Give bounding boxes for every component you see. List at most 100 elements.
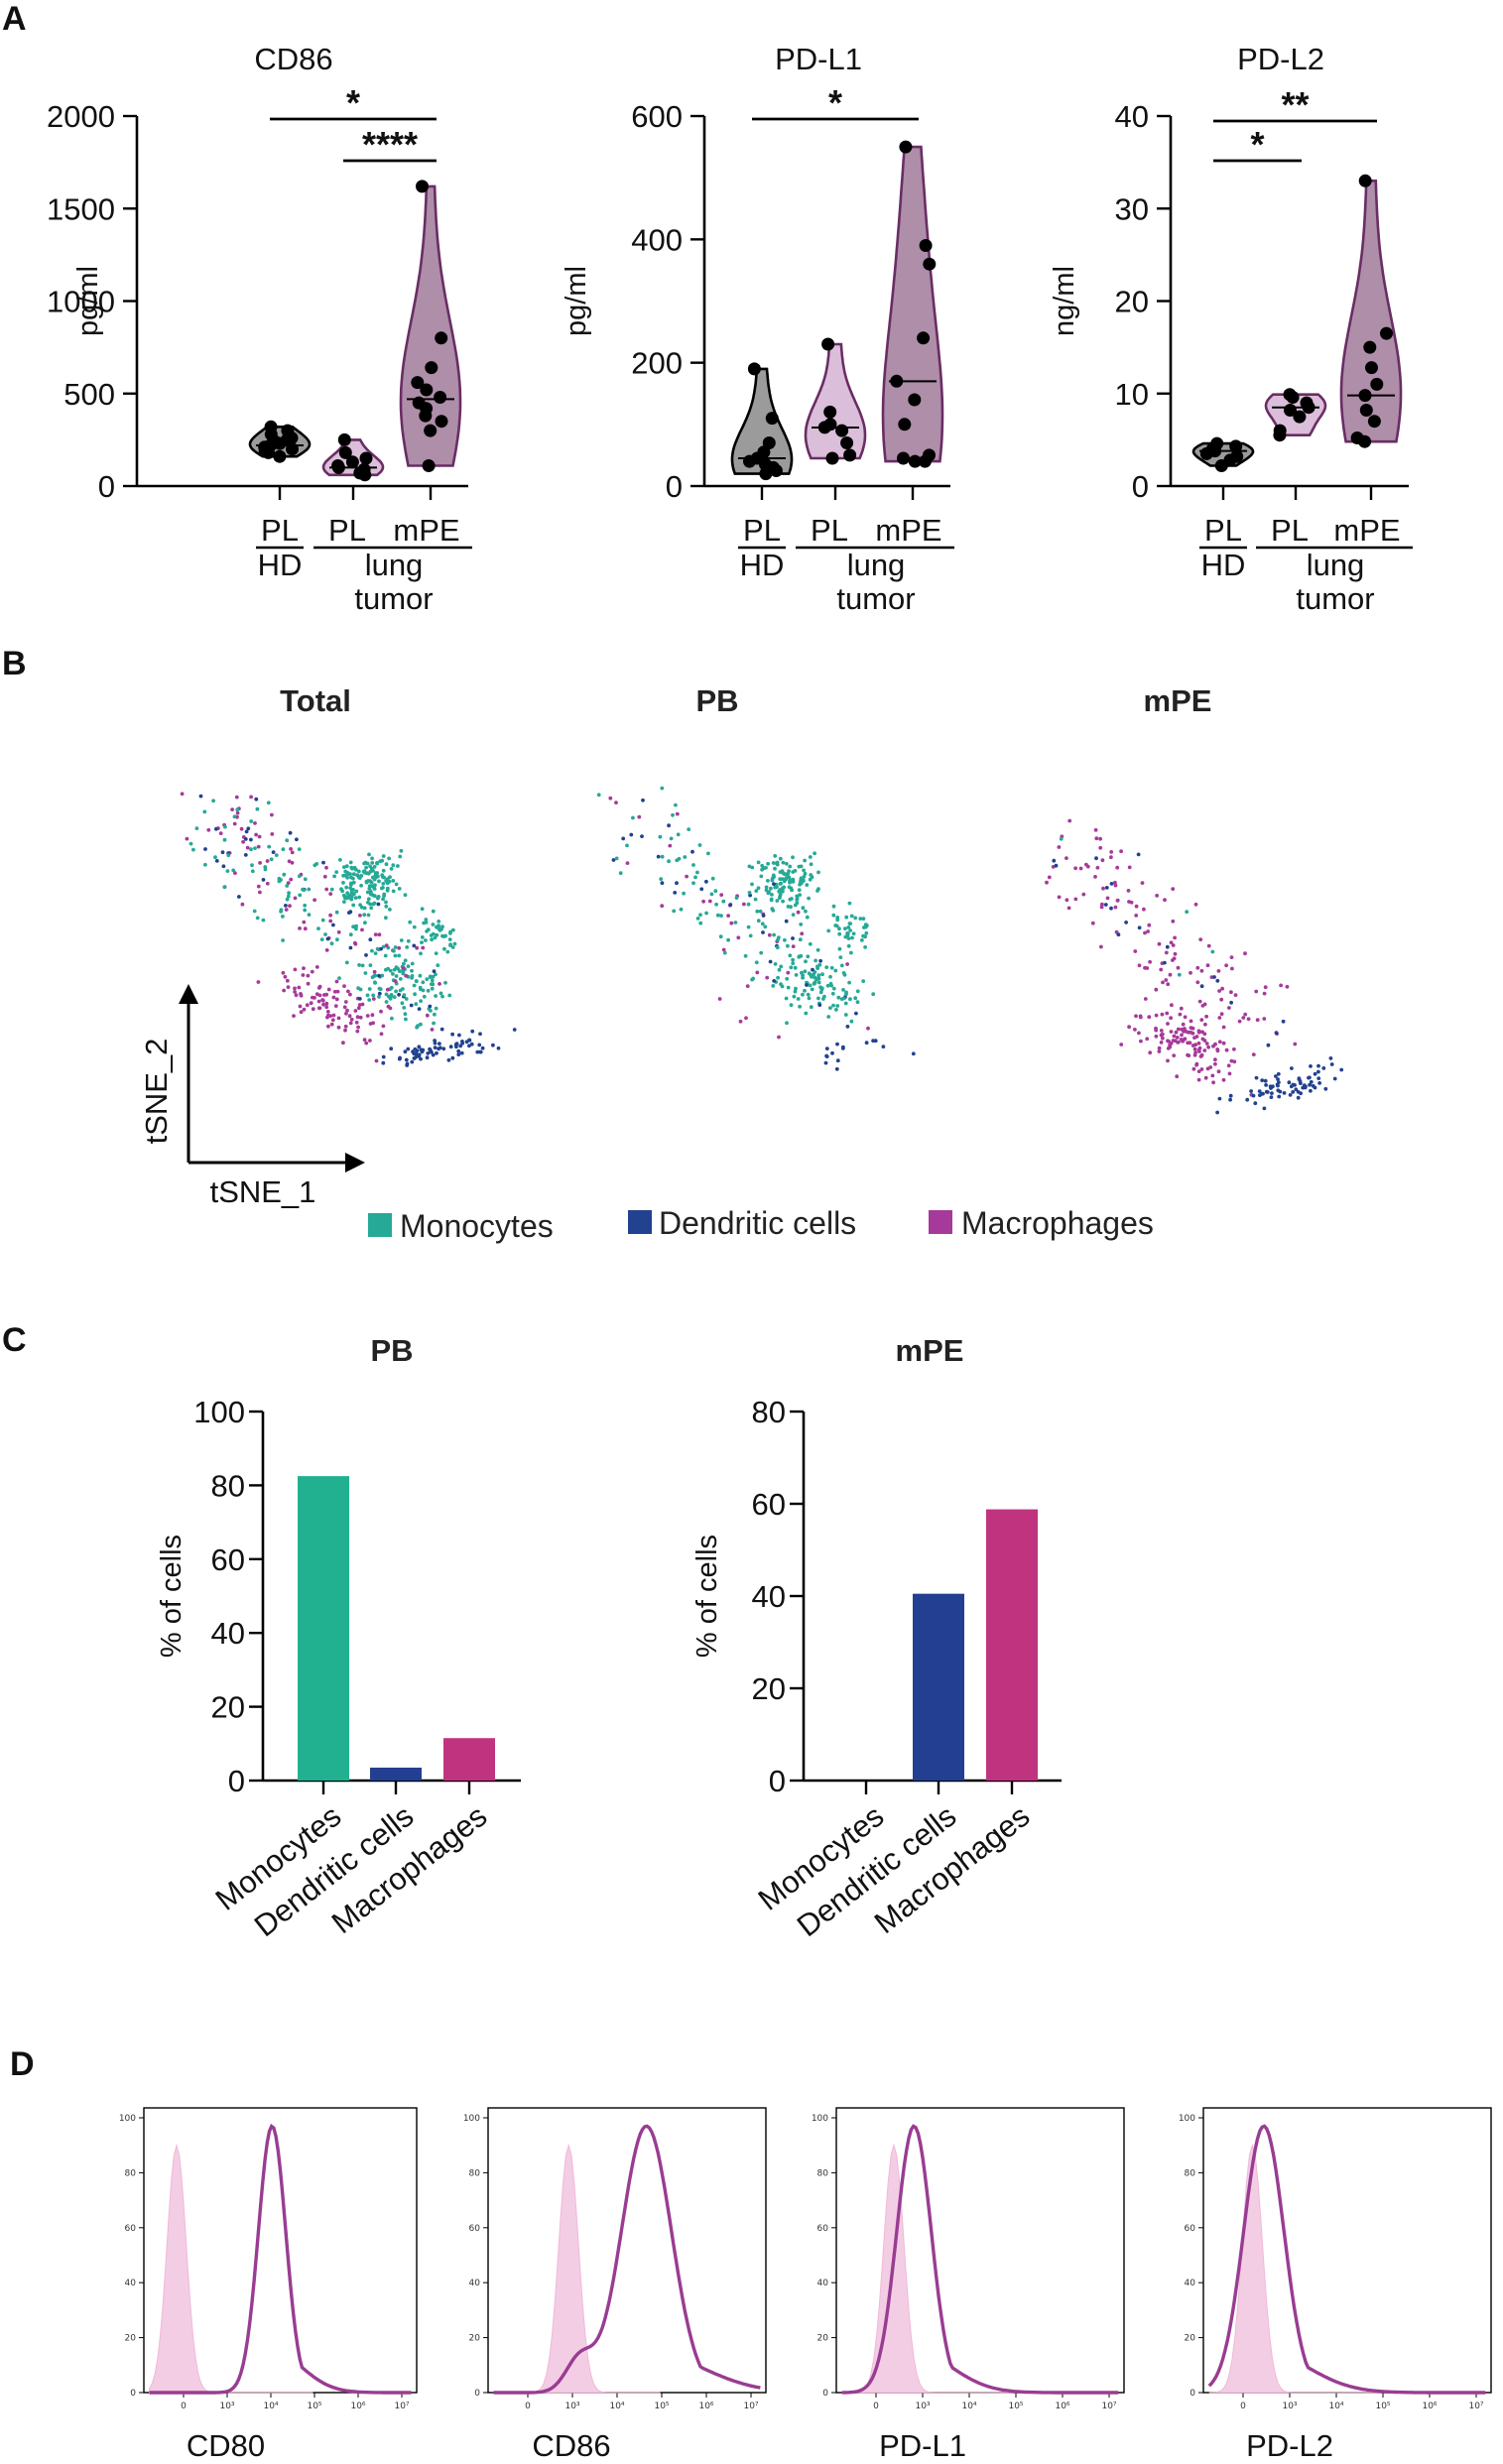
cell-macrophage <box>206 827 211 832</box>
cell-monocyte <box>414 1002 419 1007</box>
cell-monocyte <box>419 999 423 1003</box>
cell-macrophage <box>1229 990 1233 995</box>
cell-dendritic <box>1296 1089 1301 1094</box>
cell-dendritic <box>611 858 616 862</box>
cell-macrophage <box>1126 889 1131 893</box>
chart-title: CD86 <box>254 42 332 76</box>
cell-monocyte <box>721 899 726 904</box>
cell-monocyte <box>764 885 769 890</box>
cell-macrophage <box>755 970 760 975</box>
cell-monocyte <box>774 861 779 866</box>
cell-monocyte <box>365 871 369 876</box>
cell-dendritic <box>198 794 203 799</box>
cell-dendritic <box>1281 1019 1286 1024</box>
cell-macrophage <box>1166 982 1171 987</box>
cell-dendritic <box>357 997 362 1001</box>
y-tick-label: 40 <box>817 2279 829 2288</box>
cell-dendritic <box>1309 1088 1313 1093</box>
cell-monocyte <box>743 953 748 958</box>
cell-monocyte <box>421 980 426 985</box>
cell-macrophage <box>800 931 805 936</box>
cell-dendritic <box>348 945 353 950</box>
cell-monocyte <box>788 953 793 958</box>
x-tick-label: 10⁶ <box>698 2402 713 2411</box>
cell-macrophage <box>355 1015 360 1020</box>
cell-macrophage <box>1155 894 1159 898</box>
cell-monocyte <box>188 841 193 846</box>
violin-1 <box>730 367 794 475</box>
cell-monocyte <box>781 899 785 904</box>
cell-monocyte <box>871 992 876 997</box>
cell-macrophage <box>1166 1022 1170 1026</box>
histogram-label: PD-L1 <box>879 2428 966 2463</box>
cell-dendritic <box>835 1058 840 1063</box>
cell-monocyte <box>367 987 372 991</box>
cell-monocyte <box>355 873 360 877</box>
cell-macrophage <box>297 985 302 990</box>
cell-monocyte <box>341 873 345 878</box>
cell-monocyte <box>826 928 831 933</box>
cell-monocyte <box>402 1006 407 1010</box>
cell-macrophage <box>1057 895 1062 900</box>
cell-monocyte <box>412 983 417 988</box>
cell-monocyte <box>249 819 254 823</box>
cell-dendritic <box>237 895 241 899</box>
cell-monocyte <box>1210 949 1215 954</box>
cell-monocyte <box>802 874 807 879</box>
cell-monocyte <box>806 992 811 997</box>
x-tick-label: 10⁷ <box>394 2402 409 2411</box>
cell-monocyte <box>814 958 817 963</box>
cell-monocyte <box>440 994 444 999</box>
tsne-axis-x-label: tSNE_1 <box>210 1174 316 1209</box>
cell-monocyte <box>755 909 760 914</box>
legend-swatch-monocytes <box>368 1213 392 1237</box>
cell-monocyte <box>812 972 815 977</box>
cell-macrophage <box>1211 1080 1215 1085</box>
cell-dendritic <box>295 837 299 842</box>
cell-macrophage <box>1163 898 1167 903</box>
data-point <box>416 180 429 193</box>
cell-macrophage <box>379 1009 383 1014</box>
cell-monocyte <box>780 877 785 882</box>
cell-macrophage <box>1165 1011 1170 1016</box>
legend-swatch-macrophages <box>929 1210 952 1234</box>
cell-monocyte <box>769 897 774 902</box>
cell-macrophage <box>293 967 298 972</box>
cell-dendritic <box>428 1047 433 1052</box>
cell-monocyte <box>345 875 349 880</box>
cell-macrophage <box>637 814 642 819</box>
cell-macrophage <box>254 832 258 837</box>
cell-macrophage <box>1115 865 1120 870</box>
cell-macrophage <box>386 1004 391 1009</box>
data-point <box>1358 434 1372 448</box>
cell-macrophage <box>332 989 337 994</box>
cell-monocyte <box>837 926 841 931</box>
cell-dendritic <box>656 854 661 859</box>
cell-monocyte <box>323 932 327 936</box>
cell-dendritic <box>431 1052 436 1057</box>
cell-monocyte <box>429 1009 433 1013</box>
cell-macrophage <box>325 1010 330 1014</box>
cell-monocyte <box>383 953 388 958</box>
cell-dendritic <box>772 979 777 983</box>
cell-monocyte <box>379 886 384 891</box>
cell-dendritic <box>1277 1094 1282 1099</box>
cell-dendritic <box>1294 1087 1299 1092</box>
cell-macrophage <box>1210 1073 1215 1078</box>
cell-dendritic <box>835 1042 839 1047</box>
cell-macrophage <box>397 945 402 950</box>
cell-macrophage <box>328 919 333 924</box>
cell-monocyte <box>766 879 770 883</box>
cell-macrophage <box>1166 1047 1171 1050</box>
histogram-cd80: 0 20 40 60 80 100 0 10³ 10⁴ 10⁵ 10⁶ 10⁷ CD80 <box>119 2107 418 2463</box>
cell-dendritic <box>347 911 351 915</box>
cell-monocyte <box>785 1021 789 1026</box>
x-tick-label: 0 <box>873 2402 879 2411</box>
bar-title-pb: PB <box>370 1333 413 1368</box>
y-tick-label: 0 <box>228 1764 245 1798</box>
cell-macrophage <box>293 986 297 991</box>
significance-stars: * <box>1250 124 1264 165</box>
cell-macrophage <box>1134 904 1139 909</box>
cell-monocyte <box>384 1000 389 1004</box>
cell-monocyte <box>384 916 388 921</box>
